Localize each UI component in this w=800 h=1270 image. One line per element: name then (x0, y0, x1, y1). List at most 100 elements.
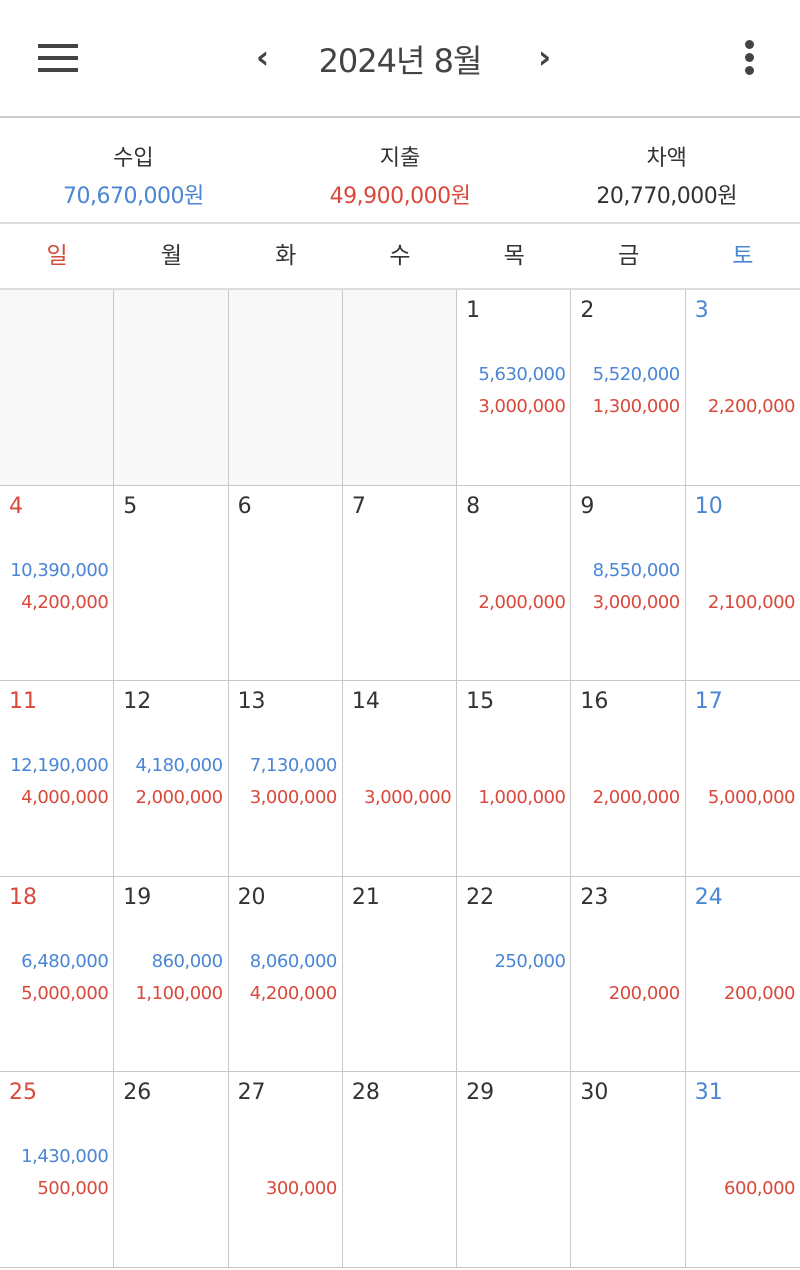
calendar-day-cell[interactable]: 14 3,000,000 (342, 681, 458, 877)
calendar-day-cell[interactable]: 28 (342, 1072, 458, 1268)
calendar-day-cell[interactable]: 1 5,630,000 3,000,000 (457, 290, 572, 486)
day-number: 25 (9, 1080, 37, 1105)
calendar-day-cell[interactable]: 31 600,000 (685, 1072, 800, 1268)
day-income: 8,550,000 (592, 559, 681, 581)
day-expense: 3,000,000 (364, 787, 452, 808)
weekday-header: 일 월 화 수 목 금 토 (0, 224, 800, 290)
day-expense: 3,000,000 (478, 396, 566, 417)
weekday-wed: 수 (389, 243, 411, 269)
balance-label: 차액 (646, 146, 687, 171)
balance-summary: 차액 20,770,000원 (533, 118, 800, 222)
calendar-day-cell[interactable]: 20 8,060,000 4,200,000 (228, 876, 343, 1072)
day-number: 24 (694, 884, 723, 910)
day-number: 8 (466, 493, 481, 519)
calendar-grid: 1 5,630,000 3,000,000 2 5,520,000 1,300,000 3 2… (0, 290, 800, 1268)
empty-day-cell (342, 290, 458, 486)
calendar-day-cell[interactable]: 29 (457, 1072, 572, 1268)
hamburger-menu-icon[interactable] (38, 44, 78, 72)
expense-label: 지출 (379, 146, 421, 171)
calendar-day-cell[interactable]: 16 2,000,000 (571, 681, 686, 877)
weekday-tue: 화 (275, 243, 297, 269)
weekday-sun: 일 (46, 243, 68, 269)
day-number: 10 (694, 493, 723, 519)
calendar-day-cell[interactable]: 13 7,130,000 3,000,000 (228, 681, 343, 877)
day-number: 18 (9, 884, 37, 910)
calendar-day-cell[interactable]: 7 (342, 485, 458, 681)
monthly-summary: 수입 70,670,000원 지출 49,900,000원 차액 20,770,… (0, 118, 800, 224)
weekday-mon: 월 (160, 243, 182, 269)
next-month-button[interactable]: › (538, 38, 552, 76)
calendar-day-cell[interactable]: 26 (114, 1072, 229, 1268)
day-income: 250,000 (494, 950, 566, 972)
day-number: 23 (580, 884, 609, 910)
day-expense: 600,000 (724, 1178, 795, 1199)
calendar-day-cell[interactable]: 19 860,000 1,100,000 (114, 876, 229, 1072)
day-number: 7 (351, 493, 366, 519)
weekday-thu: 목 (503, 243, 525, 269)
day-number: 30 (580, 1080, 609, 1105)
day-number: 15 (466, 689, 495, 714)
day-number: 22 (466, 884, 495, 910)
day-expense: 1,000,000 (478, 787, 566, 808)
calendar-day-cell[interactable]: 27 300,000 (228, 1072, 343, 1268)
calendar-day-cell[interactable]: 9 8,550,000 3,000,000 (571, 485, 686, 681)
day-income: 5,630,000 (478, 364, 566, 385)
day-number: 28 (351, 1080, 380, 1105)
calendar-day-cell[interactable]: 30 (571, 1072, 686, 1268)
calendar-day-cell[interactable]: 23 200,000 (571, 876, 686, 1072)
day-expense: 2,100,000 (707, 591, 796, 613)
day-income: 5,520,000 (592, 364, 681, 385)
day-number: 5 (123, 493, 138, 519)
day-number: 20 (237, 884, 266, 910)
calendar-day-cell[interactable]: 15 1,000,000 (457, 681, 572, 877)
calendar-day-cell[interactable]: 10 2,100,000 (685, 486, 800, 681)
day-expense: 500,000 (37, 1178, 109, 1199)
calendar-day-cell[interactable]: 24 200,000 (685, 877, 800, 1072)
empty-day-cell (0, 290, 115, 486)
top-bar: ‹ 2024년 8월 › (0, 0, 800, 118)
day-number: 16 (580, 689, 609, 714)
day-expense: 2,000,000 (592, 787, 681, 808)
day-expense: 1,300,000 (592, 396, 681, 417)
day-income: 10,390,000 (10, 559, 109, 581)
day-income: 7,130,000 (249, 755, 338, 776)
expense-total: 49,900,000원 (329, 184, 471, 209)
day-expense: 2,000,000 (135, 787, 223, 808)
day-expense: 2,200,000 (707, 396, 796, 417)
day-expense: 4,200,000 (21, 591, 109, 613)
calendar-day-cell[interactable]: 21 (342, 876, 458, 1072)
day-number: 9 (580, 493, 595, 519)
calendar-day-cell[interactable]: 12 4,180,000 2,000,000 (114, 681, 229, 877)
day-income: 8,060,000 (249, 950, 338, 972)
prev-month-button[interactable]: ‹ (256, 38, 270, 76)
day-expense: 200,000 (724, 982, 795, 1004)
weekday-fri: 금 (617, 243, 640, 269)
calendar-day-cell[interactable]: 11 12,190,000 4,000,000 (0, 681, 115, 877)
day-number: 3 (694, 298, 709, 323)
calendar-day-cell[interactable]: 4 10,390,000 4,200,000 (0, 485, 115, 681)
calendar-day-cell[interactable]: 18 6,480,000 5,000,000 (0, 876, 115, 1072)
calendar-day-cell[interactable]: 25 1,430,000 500,000 (0, 1072, 115, 1268)
day-number: 2 (580, 298, 595, 323)
expense-summary: 지출 49,900,000원 (267, 118, 534, 222)
calendar-day-cell[interactable]: 17 5,000,000 (685, 681, 800, 877)
day-income: 1,430,000 (21, 1146, 109, 1167)
more-options-icon[interactable] (744, 40, 756, 76)
day-expense: 4,200,000 (249, 982, 338, 1004)
calendar-day-cell[interactable]: 2 5,520,000 1,300,000 (571, 290, 686, 486)
income-total: 70,670,000원 (62, 184, 204, 209)
month-title: 2024년 8월 (318, 42, 483, 80)
day-number: 1 (466, 298, 481, 323)
calendar-day-cell[interactable]: 3 2,200,000 (685, 290, 800, 486)
calendar-day-cell[interactable]: 5 (114, 485, 229, 681)
income-label: 수입 (113, 146, 154, 171)
day-expense: 300,000 (265, 1178, 337, 1199)
calendar-day-cell[interactable]: 6 (228, 485, 343, 681)
calendar-day-cell[interactable]: 8 2,000,000 (457, 485, 572, 681)
day-number: 19 (123, 884, 152, 910)
day-number: 21 (351, 884, 380, 910)
day-number: 4 (9, 493, 23, 519)
calendar-day-cell[interactable]: 22 250,000 (457, 876, 572, 1072)
day-income: 860,000 (151, 950, 223, 972)
day-income: 6,480,000 (21, 950, 109, 972)
